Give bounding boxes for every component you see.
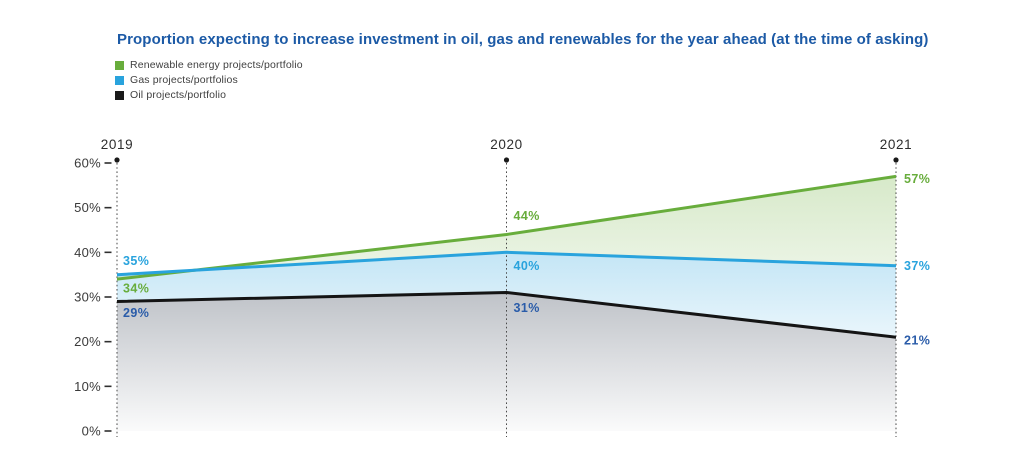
y-tick-label: 60% xyxy=(74,156,101,171)
value-label-oil-2021: 21% xyxy=(904,334,930,348)
legend-swatch-oil-icon xyxy=(115,90,124,100)
year-dot-icon xyxy=(114,157,120,163)
year-label: 2019 xyxy=(101,137,133,152)
y-tick-label: 0% xyxy=(82,424,102,439)
line-oil xyxy=(116,291,897,339)
legend-item-gas: Gas projects/portfolios xyxy=(115,74,303,86)
value-label-oil-2020: 31% xyxy=(514,301,540,315)
year-label: 2020 xyxy=(490,137,522,152)
legend-swatch-gas-icon xyxy=(115,75,124,85)
y-tick-label: 10% xyxy=(74,379,101,394)
value-label-gas-2020: 40% xyxy=(514,259,540,273)
y-tick-label: 20% xyxy=(74,334,101,349)
legend-item-oil: Oil projects/portfolio xyxy=(115,89,303,101)
y-tick-label: 30% xyxy=(74,290,101,305)
chart-title: Proportion expecting to increase investm… xyxy=(117,31,929,48)
value-label-renewable-2020: 44% xyxy=(514,209,540,223)
legend-label-oil: Oil projects/portfolio xyxy=(130,89,227,101)
legend-label-renewable: Renewable energy projects/portfolio xyxy=(130,59,303,71)
area-renewable xyxy=(117,176,896,280)
value-label-gas-2021: 37% xyxy=(904,259,930,273)
value-label-oil-2019: 29% xyxy=(123,306,149,320)
year-dot-icon xyxy=(503,157,510,163)
legend-swatch-renewable-icon xyxy=(115,60,124,70)
legend-item-renewable: Renewable energy projects/portfolio xyxy=(115,59,303,71)
year-label: 2021 xyxy=(880,137,912,152)
value-label-gas-2019: 35% xyxy=(123,254,149,268)
value-label-renewable-2021: 57% xyxy=(904,172,930,186)
area-gas xyxy=(117,252,896,338)
value-label-renewable-2019: 34% xyxy=(123,282,149,296)
y-tick-label: 40% xyxy=(74,245,101,260)
year-dot-icon xyxy=(893,157,899,163)
chart-legend: Renewable energy projects/portfolio Gas … xyxy=(115,59,303,105)
legend-label-gas: Gas projects/portfolios xyxy=(130,74,238,86)
y-tick-label: 50% xyxy=(74,200,101,215)
line-renewable xyxy=(116,174,897,281)
line-gas xyxy=(116,250,897,277)
